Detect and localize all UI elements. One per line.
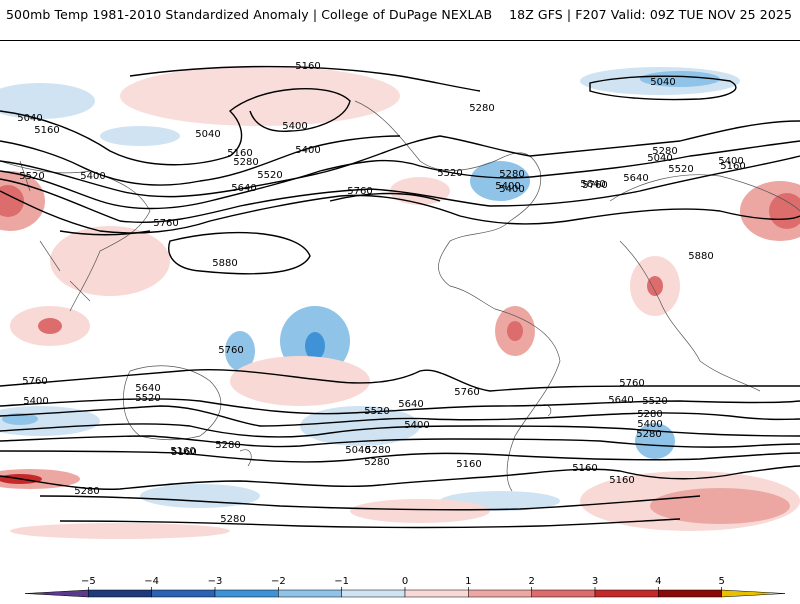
contour-label: 5400 xyxy=(637,419,662,430)
contour-label: 5760 xyxy=(619,378,644,389)
contour-label: 5160 xyxy=(227,148,252,159)
colorbar-tick-label: 3 xyxy=(592,576,598,587)
contour-label: 5640 xyxy=(135,383,160,394)
colorbar-segment xyxy=(341,589,406,598)
contour-label: 5040 xyxy=(345,445,370,456)
anomaly-shading xyxy=(0,41,800,559)
contour-label: 5160 xyxy=(34,125,59,136)
contour-label: 5280 xyxy=(215,440,240,451)
colorbar-segment xyxy=(468,589,532,598)
colorbar-legend: −5 −4 −3 −2 −1 0 1 2 3 4 5 xyxy=(0,566,800,600)
colorbar-tick-label: −5 xyxy=(81,576,96,587)
contour-label: 5160 xyxy=(572,463,597,474)
contour-label: 5640 xyxy=(608,395,633,406)
contour-label: 5520 xyxy=(19,171,44,182)
colorbar-tick-label: −3 xyxy=(208,576,223,587)
weather-map[interactable]: 5160 5040 5280 5040 5160 5400 5040 5160 5280 5400… xyxy=(0,40,800,559)
contour-label: 5520 xyxy=(668,164,693,175)
colorbar-segment xyxy=(88,589,152,598)
contour-label: 5400 xyxy=(495,181,520,192)
contour-label: 5160 xyxy=(720,161,745,172)
colorbar-segment xyxy=(721,589,786,598)
contour-label: 5280 xyxy=(499,169,524,180)
colorbar-segment xyxy=(531,589,596,598)
contour-label: 5160 xyxy=(295,61,320,72)
contour-label: 5400 xyxy=(499,184,524,195)
contour-label: 5280 xyxy=(652,146,677,157)
contour-label: 5040 xyxy=(17,113,42,124)
contour-label: 5760 xyxy=(218,345,243,356)
map-title: 500mb Temp 1981-2010 Standardized Anomal… xyxy=(6,7,493,22)
colorbar-tick-label: 4 xyxy=(655,576,661,587)
colorbar-svg: −5 −4 −3 −2 −1 0 1 2 3 4 5 xyxy=(24,576,786,598)
contour-label: 5760 xyxy=(454,387,479,398)
height-contours xyxy=(0,65,800,529)
contour-label: 5040 xyxy=(647,153,672,164)
colorbar-tick-label: 0 xyxy=(402,576,408,587)
contour-label: 5160 xyxy=(456,459,481,470)
colorbar-segment xyxy=(594,589,659,598)
contour-label: 5400 xyxy=(80,171,105,182)
contour-label: 5520 xyxy=(257,170,282,181)
colorbar-segment xyxy=(658,589,722,598)
contour-label: 5520 xyxy=(437,168,462,179)
header-bar: 500mb Temp 1981-2010 Standardized Anomal… xyxy=(0,0,800,30)
colorbar-tick-label: −4 xyxy=(144,576,159,587)
contour-label: 5760 xyxy=(153,218,178,229)
contour-label: 5640 xyxy=(231,183,256,194)
contour-label: 5760 xyxy=(347,186,372,197)
contour-label: 5640 xyxy=(580,179,605,190)
contour-label: 5880 xyxy=(688,251,713,262)
contour-label: 5640 xyxy=(623,173,648,184)
contour-label: 5160 xyxy=(609,475,634,486)
contour-label: 5400 xyxy=(718,156,743,167)
contour-label: 5280 xyxy=(74,486,99,497)
colorbar-tick-label: 5 xyxy=(718,576,724,587)
contour-label: 5520 xyxy=(364,406,389,417)
colorbar-tick-label: −1 xyxy=(334,576,349,587)
contour-label: 5280 xyxy=(636,429,661,440)
contour-label: 5280 xyxy=(469,103,494,114)
contour-label: 5400 xyxy=(23,396,48,407)
contour-label: 5520 xyxy=(135,393,160,404)
contour-label: 5640 xyxy=(398,399,423,410)
colorbar-segment xyxy=(24,589,89,598)
contour-label: 5280 xyxy=(220,514,245,525)
contour-label: 5400 xyxy=(295,145,320,156)
contour-label: 5040 xyxy=(195,129,220,140)
contour-label: 5160 xyxy=(171,447,196,458)
contour-label: 5520 xyxy=(642,396,667,407)
colorbar-segment xyxy=(214,589,279,598)
colorbar-segment xyxy=(278,589,342,598)
contour-label: 5160 xyxy=(170,446,195,457)
contour-label: 5280 xyxy=(637,409,662,420)
colorbar-tick-label: 2 xyxy=(528,576,534,587)
contour-label: 5280 xyxy=(365,445,390,456)
model-run-info: 18Z GFS | F207 Valid: 09Z TUE NOV 25 202… xyxy=(509,7,792,22)
contour-label: 5280 xyxy=(233,157,258,168)
contour-label: 5040 xyxy=(650,77,675,88)
colorbar-segment xyxy=(404,589,469,598)
contour-label: 5880 xyxy=(212,258,237,269)
contour-label: 5760 xyxy=(22,376,47,387)
contour-label: 5760 xyxy=(582,180,607,191)
colorbar-tick-label: −2 xyxy=(271,576,286,587)
contour-label: 5400 xyxy=(404,420,429,431)
colorbar-segment xyxy=(151,589,216,598)
contour-label: 5280 xyxy=(364,457,389,468)
contour-label: 5400 xyxy=(282,121,307,132)
colorbar-tick-label: 1 xyxy=(465,576,471,587)
